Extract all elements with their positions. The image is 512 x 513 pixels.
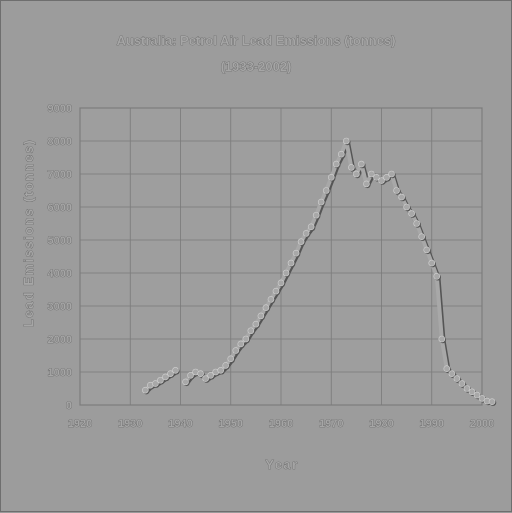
data-point [272,287,280,295]
data-point [368,170,375,178]
data-point [222,362,230,369]
data-point [257,312,265,320]
data-point [408,210,415,217]
data-point [453,375,461,382]
data-point [428,259,436,267]
x-tick-label: 1940 [168,418,192,430]
data-point [152,380,159,387]
y-tick-label: 2000 [48,334,72,346]
data-point [227,355,235,363]
x-tick-label: 1950 [219,418,243,430]
data-point [448,370,456,377]
data-point [458,380,466,387]
y-tick-label: 8000 [48,136,72,148]
data-point [172,367,179,374]
y-tick-label: 6000 [48,202,72,214]
y-axis-label: Lead Emissions (tonnes) [21,139,36,327]
x-axis-label: Year [265,457,298,472]
data-point [488,398,496,406]
data-point [403,203,410,211]
data-point [262,304,270,311]
data-point [292,249,300,257]
x-tick-label: 1960 [269,418,293,430]
data-point [358,160,365,168]
data-point [207,371,214,379]
y-tick-label: 9000 [48,103,72,115]
data-point [252,320,260,328]
data-point [378,177,385,184]
chart-subtitle: (1933-2002) [221,59,292,74]
data-point [438,335,446,343]
x-tick-label: 1970 [319,418,343,430]
data-point [398,193,405,201]
data-point [197,370,204,377]
data-point [182,378,189,386]
x-tick-label: 1980 [369,418,393,430]
y-tick-label: 4000 [48,268,72,280]
data-point [277,279,285,287]
data-point [373,174,380,181]
data-point [307,223,315,231]
data-point [468,388,476,396]
data-point [287,259,295,267]
data-point [418,233,426,240]
data-point [343,137,350,145]
data-point [463,385,471,392]
data-point [443,365,451,373]
x-tick-label: 2000 [470,418,494,430]
data-point [393,187,400,194]
y-tick-label: 3000 [48,301,72,313]
data-point [267,296,275,303]
data-point [242,335,250,343]
y-tick-label: 1000 [48,367,72,379]
data-point [247,327,255,335]
data-point [383,174,390,181]
chart-title: Australia: Petrol Air Lead Emissions (to… [116,33,395,48]
data-point [187,371,194,379]
data-point [327,174,335,181]
x-tick-label: 1930 [118,418,142,430]
data-point [433,272,441,280]
data-point [353,170,360,178]
data-point [388,170,395,178]
data-point [317,198,325,206]
data-point [162,373,169,381]
y-tick-label: 0 [66,400,72,412]
data-point [478,395,486,402]
data-point [302,230,310,237]
data-point [413,220,420,227]
data-point [202,375,209,382]
data-point [157,376,164,384]
data-point [348,164,355,171]
data-point [282,269,290,277]
data-point [232,347,240,354]
data-point [312,211,320,219]
data-point [337,150,345,158]
data-point [237,340,245,348]
y-tick-label: 7000 [48,169,72,181]
data-point [423,246,431,254]
x-tick-label: 1920 [68,418,92,430]
x-tick-label: 1990 [420,418,444,430]
data-point [297,238,305,245]
data-point [217,367,224,374]
data-point [142,386,149,394]
y-tick-label: 5000 [48,235,72,247]
data-point [332,160,340,168]
data-point [322,187,330,194]
data-point [473,391,481,399]
data-point [363,180,370,188]
data-point [167,370,174,377]
